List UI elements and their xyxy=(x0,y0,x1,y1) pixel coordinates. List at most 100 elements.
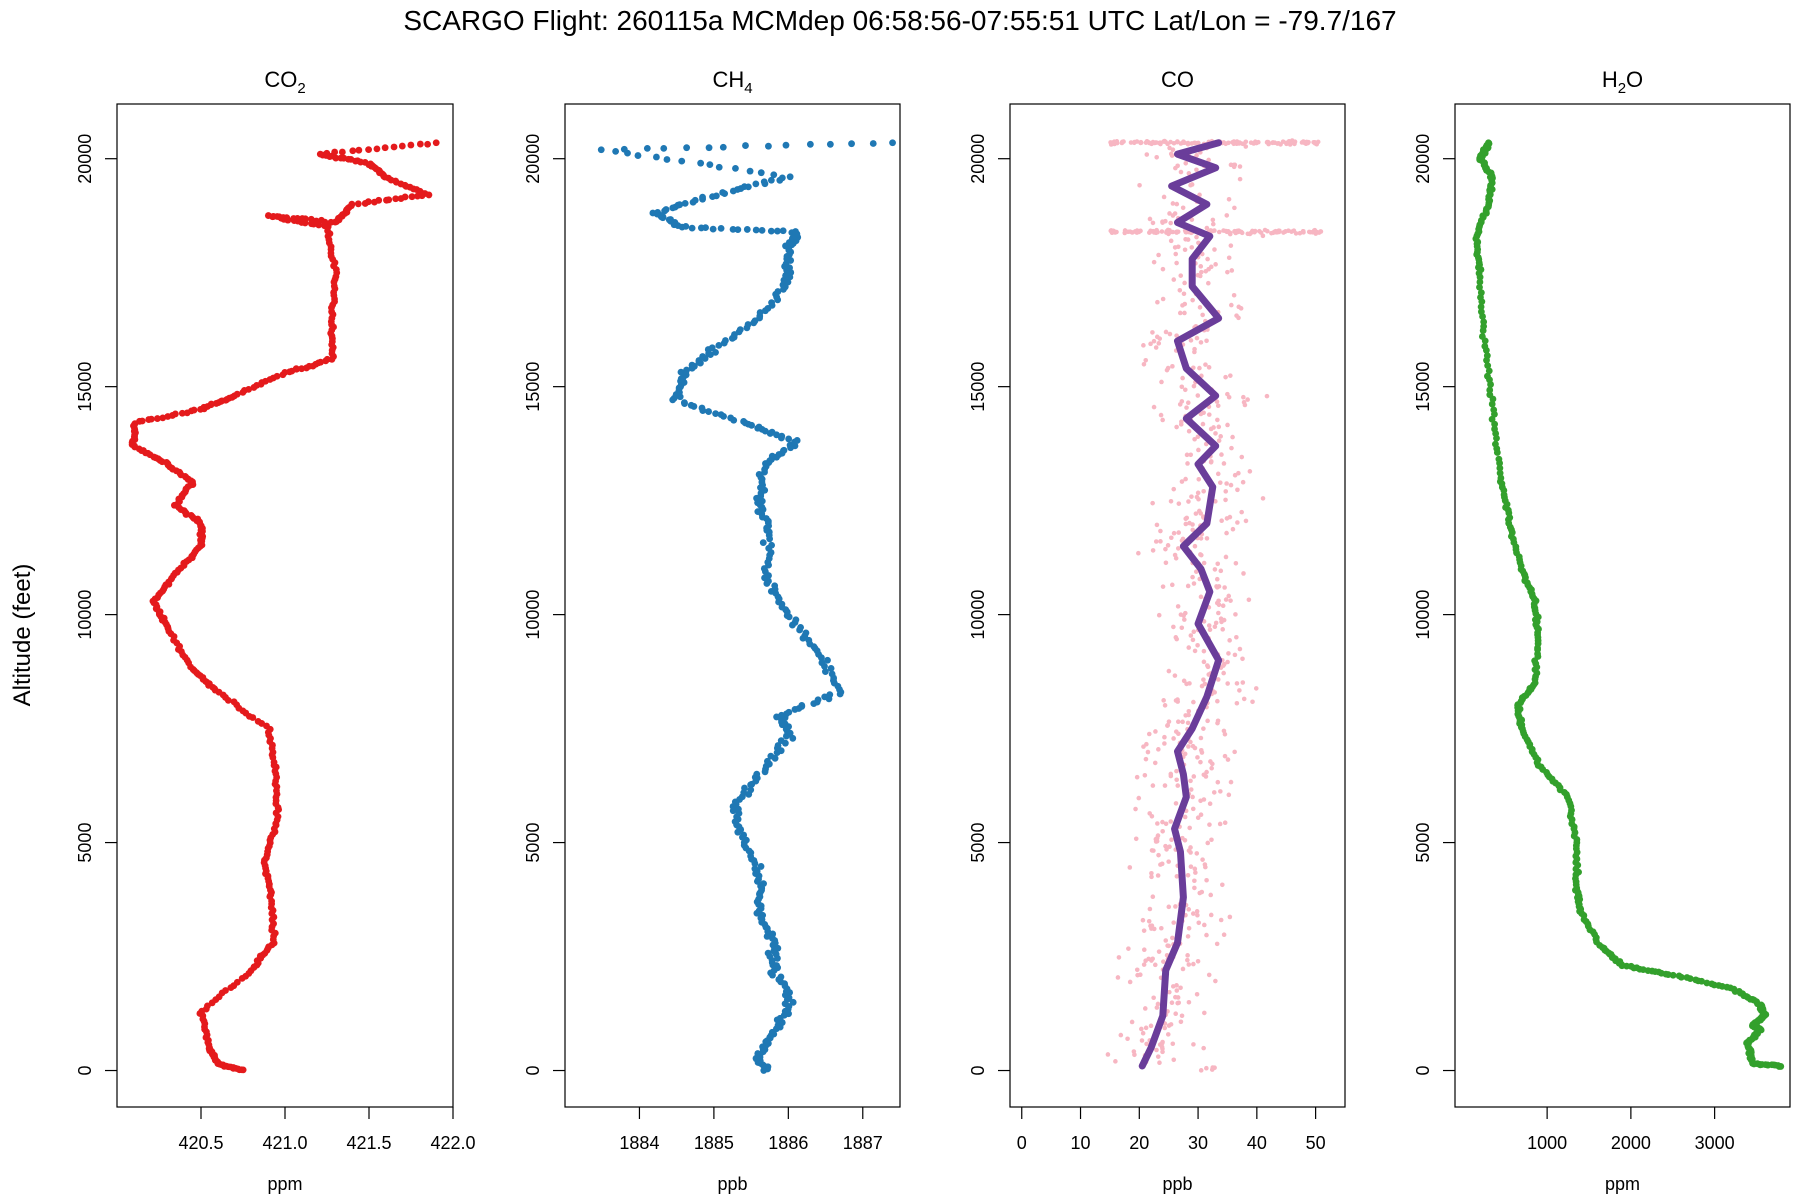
data-point xyxy=(1218,434,1223,439)
data-point xyxy=(1212,567,1218,572)
data-point xyxy=(1158,528,1163,534)
data-point xyxy=(1209,765,1214,771)
data-point xyxy=(1200,312,1205,318)
data-point xyxy=(1174,333,1179,338)
series-h2o xyxy=(1472,139,1785,1070)
data-point xyxy=(1167,989,1172,995)
data-point xyxy=(1178,273,1184,278)
data-point xyxy=(1160,417,1165,423)
data-point xyxy=(1172,673,1178,678)
data-point xyxy=(774,288,782,295)
data-point xyxy=(1173,635,1179,640)
data-point xyxy=(1174,768,1179,774)
data-point xyxy=(774,227,781,235)
data-point xyxy=(1209,837,1214,843)
data-point xyxy=(1176,530,1181,535)
data-point xyxy=(1241,571,1246,576)
data-point xyxy=(1250,699,1255,705)
data-point xyxy=(814,696,822,704)
data-point xyxy=(757,169,765,177)
data-point xyxy=(1170,1041,1176,1047)
data-point xyxy=(1301,230,1306,235)
series-co-raw xyxy=(1105,138,1324,1073)
data-point xyxy=(1214,576,1220,582)
data-point xyxy=(1182,814,1188,820)
data-point xyxy=(1289,229,1294,234)
data-point xyxy=(1149,926,1154,931)
data-point xyxy=(1198,511,1204,516)
data-point xyxy=(1235,229,1241,235)
data-point xyxy=(1178,985,1183,991)
data-point xyxy=(1193,870,1198,875)
data-point xyxy=(732,164,739,172)
data-point xyxy=(1161,698,1166,703)
data-point xyxy=(760,178,768,186)
data-point xyxy=(1211,790,1217,795)
data-point xyxy=(1287,142,1293,147)
data-point xyxy=(822,668,829,676)
x-tick-label: 421.5 xyxy=(346,1133,391,1153)
data-point xyxy=(1237,646,1243,652)
data-point xyxy=(1484,362,1492,370)
data-point xyxy=(1293,231,1299,236)
data-point xyxy=(1173,801,1179,806)
data-point xyxy=(1207,801,1213,807)
data-point xyxy=(1156,852,1161,858)
data-point xyxy=(331,148,339,156)
data-point xyxy=(1264,393,1270,399)
data-point xyxy=(1141,928,1147,933)
data-point xyxy=(1495,455,1503,463)
data-point xyxy=(1205,256,1210,262)
data-point xyxy=(367,160,374,168)
data-point xyxy=(1189,494,1194,499)
data-point xyxy=(869,140,877,147)
data-point xyxy=(1477,289,1485,297)
data-point xyxy=(848,140,855,148)
data-point xyxy=(1243,518,1249,524)
data-point xyxy=(1230,434,1235,440)
data-point xyxy=(1195,815,1201,821)
data-point xyxy=(1192,866,1198,872)
y-tick-label: 15000 xyxy=(968,362,988,412)
data-point xyxy=(818,659,826,667)
data-point xyxy=(771,582,779,590)
data-point xyxy=(1199,269,1204,275)
data-point xyxy=(1154,154,1160,160)
data-point xyxy=(1226,394,1232,400)
data-point xyxy=(1155,299,1160,305)
data-point xyxy=(754,508,762,516)
data-point xyxy=(1234,634,1239,640)
data-point xyxy=(653,153,660,161)
data-point xyxy=(1179,1013,1185,1019)
data-point xyxy=(1158,539,1163,544)
x-tick-label: 1886 xyxy=(768,1133,808,1153)
data-point xyxy=(1170,229,1176,235)
data-point xyxy=(758,497,766,505)
data-point xyxy=(1220,627,1226,632)
data-point xyxy=(1235,487,1240,493)
data-point xyxy=(1182,387,1188,393)
data-point xyxy=(1198,812,1204,817)
data-point xyxy=(316,150,324,158)
data-point xyxy=(1168,771,1174,777)
data-point xyxy=(1206,972,1212,978)
data-point xyxy=(1186,171,1192,176)
data-point xyxy=(767,752,775,760)
data-point xyxy=(1133,806,1138,812)
data-point xyxy=(1180,719,1185,725)
data-point xyxy=(1253,686,1259,691)
data-point xyxy=(1220,603,1226,609)
data-point xyxy=(697,159,705,167)
data-point xyxy=(1196,447,1201,453)
data-point xyxy=(254,717,262,725)
data-point xyxy=(1201,659,1207,665)
data-point xyxy=(1155,821,1160,826)
x-tick-label: 2000 xyxy=(1611,1133,1651,1153)
data-point xyxy=(1204,225,1210,231)
data-point xyxy=(1216,598,1221,604)
data-point xyxy=(1160,266,1166,272)
y-tick-label: 10000 xyxy=(1413,590,1433,640)
data-point xyxy=(1204,769,1209,775)
data-point xyxy=(677,368,685,376)
